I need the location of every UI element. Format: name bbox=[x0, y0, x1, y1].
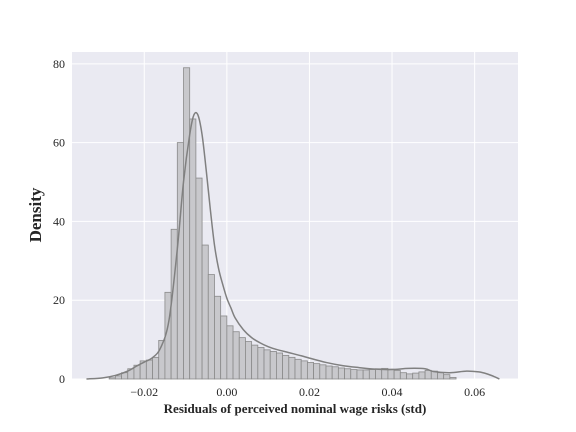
histogram-bar bbox=[220, 315, 228, 380]
x-tick-label: 0.00 bbox=[216, 385, 237, 399]
histogram-bar bbox=[245, 341, 253, 380]
histogram-bar bbox=[226, 325, 234, 380]
x-tick-label: 0.04 bbox=[382, 385, 403, 399]
histogram-bar bbox=[263, 349, 271, 380]
histogram-bar bbox=[449, 377, 457, 380]
histogram-bar bbox=[399, 372, 407, 380]
histogram-bar bbox=[412, 372, 420, 380]
histogram-bar bbox=[183, 67, 191, 380]
x-tick-label: −0.02 bbox=[130, 385, 158, 399]
histogram-bar bbox=[443, 374, 451, 380]
histogram-bar bbox=[319, 364, 327, 380]
x-tick-label: 0.02 bbox=[299, 385, 320, 399]
histogram-bar bbox=[406, 373, 414, 380]
histogram-bar bbox=[152, 356, 160, 380]
histogram-bar bbox=[201, 244, 209, 380]
y-tick-label: 20 bbox=[53, 293, 65, 307]
histogram-bar bbox=[331, 366, 339, 380]
histogram-bar bbox=[294, 358, 302, 380]
x-axis-ticks: −0.02 0.00 0.02 0.04 0.06 bbox=[130, 385, 485, 399]
y-axis-label: Density bbox=[26, 187, 45, 242]
y-tick-label: 60 bbox=[53, 136, 65, 150]
histogram-bar bbox=[424, 369, 432, 380]
histogram-bar bbox=[306, 362, 314, 380]
histogram-bar bbox=[393, 369, 401, 380]
histogram-bar bbox=[375, 368, 383, 380]
histogram-bar bbox=[418, 371, 426, 380]
histogram-bar bbox=[207, 274, 215, 380]
histogram-bar bbox=[189, 118, 197, 380]
histogram-bar bbox=[276, 352, 284, 380]
histogram-bar bbox=[350, 369, 358, 380]
histogram-bar bbox=[251, 344, 259, 380]
histogram-bar bbox=[269, 351, 277, 380]
histogram-bar bbox=[238, 337, 246, 380]
histogram-bar bbox=[313, 363, 321, 380]
histogram-bar bbox=[356, 369, 364, 380]
histogram-bar bbox=[114, 375, 122, 380]
histogram-bar bbox=[337, 367, 345, 380]
x-axis-label: Residuals of perceived nominal wage risk… bbox=[164, 401, 427, 416]
histogram-bar bbox=[195, 177, 203, 380]
plot-background bbox=[72, 52, 518, 379]
histogram-bar bbox=[214, 295, 222, 380]
histogram-bar bbox=[108, 377, 116, 380]
histogram-bar bbox=[288, 356, 296, 380]
histogram-bar bbox=[257, 347, 265, 380]
histogram-bar bbox=[325, 365, 333, 380]
kde-curve bbox=[86, 111, 500, 380]
histogram-bar bbox=[437, 372, 445, 380]
y-tick-label: 0 bbox=[59, 372, 65, 386]
histogram-bar bbox=[387, 368, 395, 380]
histogram-bar bbox=[232, 331, 240, 380]
histogram-bar bbox=[282, 354, 290, 380]
histogram-bar bbox=[362, 369, 370, 380]
histogram-bars bbox=[108, 67, 457, 380]
histogram-bar bbox=[300, 360, 308, 380]
x-tick-label: 0.06 bbox=[464, 385, 485, 399]
histogram-bar bbox=[368, 369, 376, 380]
y-tick-label: 80 bbox=[53, 57, 65, 71]
histogram-bar bbox=[145, 359, 153, 380]
y-axis-ticks: 0 20 40 60 80 bbox=[53, 57, 65, 386]
histogram-bar bbox=[344, 368, 352, 380]
histogram-bar bbox=[176, 142, 184, 380]
y-tick-label: 40 bbox=[53, 214, 65, 228]
